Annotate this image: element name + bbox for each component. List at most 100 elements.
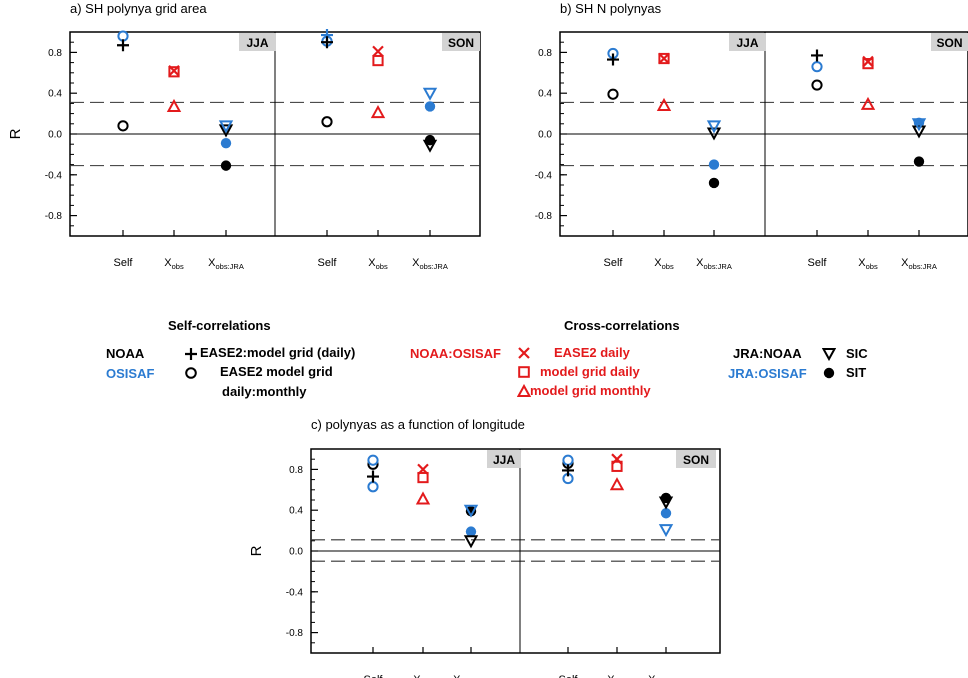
marker-cross-model-monthly	[166, 98, 182, 112]
y-tick-label: -0.8	[286, 628, 304, 639]
y-tick-label: 0.8	[48, 48, 62, 59]
season-label: SON	[448, 36, 474, 50]
x-tick-label: Self	[808, 257, 828, 269]
x-tick-label: Xobs:JRA	[412, 257, 448, 271]
y-tick-label: 0.4	[289, 506, 303, 517]
y-tick-label: 0.0	[289, 547, 303, 558]
marker-self-ease2-osisaf	[367, 481, 379, 493]
marker-sit-noaa	[708, 177, 720, 189]
marker-cross-ease2-daily	[862, 55, 874, 68]
marker-sic-noaa	[218, 124, 234, 138]
y-tick-label: 0.0	[48, 130, 62, 141]
y-tick-label: 0.4	[538, 89, 552, 100]
x-tick-label: Xobs	[654, 257, 674, 271]
marker-self-ease2-noaa	[321, 36, 333, 49]
y-tick-label: -0.4	[45, 170, 63, 181]
y-tick-label: 0.8	[538, 48, 552, 59]
marker-cross-ease2-daily	[372, 45, 384, 58]
marker-sic-osisaf	[218, 120, 234, 134]
marker-cross-ease2-daily	[417, 463, 429, 476]
y-tick-label: -0.8	[45, 211, 63, 222]
marker-sic-noaa	[658, 496, 674, 510]
marker-sit-osisaf	[424, 101, 436, 112]
x-tick-label: Self	[114, 257, 134, 269]
marker-sit-noaa	[465, 506, 477, 517]
marker-sic-noaa	[463, 535, 479, 549]
marker-self-ease2-noaa	[811, 49, 823, 62]
x-tick-label: Xobs	[368, 257, 388, 271]
marker-sic-osisaf	[422, 87, 438, 101]
x-tick-label: Xobs	[164, 257, 184, 271]
marker-cross-model-monthly	[656, 97, 672, 111]
marker-sit-osisaf	[708, 159, 720, 170]
marker-cross-model-monthly	[609, 477, 625, 491]
y-tick-label: 0.4	[48, 89, 62, 100]
x-tick-label: Xobs:JRA	[648, 674, 684, 678]
marker-cross-ease2-daily	[611, 453, 623, 465]
marker-self-monthly-noaa	[321, 116, 333, 128]
marker-cross-model-daily	[168, 66, 180, 78]
marker-cross-model-daily	[862, 58, 874, 70]
marker-sic-osisaf	[463, 504, 479, 518]
marker-cross-model-monthly	[860, 96, 876, 110]
marker-sit-noaa	[220, 160, 232, 171]
marker-cross-ease2-daily	[168, 64, 180, 77]
y-axis-label: R	[7, 128, 24, 139]
x-tick-label: Xobs:JRA	[453, 674, 489, 678]
season-label: SON	[936, 36, 962, 50]
marker-sic-osisaf	[706, 120, 722, 134]
marker-cross-model-daily	[372, 54, 384, 67]
chart-panel-2: b) SH N polynyas 0.8 0.4 0.0 -0.4 -0.8 Self Xob…	[535, 1, 968, 271]
marker-cross-model-monthly	[370, 105, 386, 119]
season-label: JJA	[493, 453, 515, 467]
x-tick-label: Self	[364, 674, 384, 678]
season-label-box	[442, 33, 480, 51]
y-tick-label: -0.4	[535, 170, 553, 181]
x-tick-label: Xobs:JRA	[901, 257, 937, 271]
marker-cross-model-daily	[658, 52, 670, 65]
x-tick-label: Xobs:JRA	[696, 257, 732, 271]
marker-cross-model-daily	[611, 460, 623, 472]
y-tick-label: -0.8	[535, 211, 553, 222]
marker-self-ease2-noaa	[562, 464, 574, 477]
marker-sit-osisaf	[660, 508, 672, 519]
season-label-box	[487, 450, 521, 468]
chart-panel-1: a) SH polynya grid area 0.8 0.4 0.0 -0.4 -0.8…	[7, 1, 481, 271]
marker-sic-noaa	[422, 139, 438, 153]
season-label-box	[239, 33, 276, 51]
x-tick-label: Self	[559, 674, 579, 678]
panel-title: a) SH polynya grid area	[70, 1, 207, 16]
season-label-box	[676, 450, 716, 468]
chart-panel-3: c) polynyas as a function of longitude 0.…	[248, 417, 721, 678]
marker-cross-model-daily	[417, 471, 429, 484]
marker-cross-model-monthly	[415, 491, 431, 505]
x-tick-label: Self	[318, 257, 338, 269]
marker-sit-osisaf	[220, 137, 232, 149]
x-tick-label: Xobs	[607, 674, 627, 678]
x-tick-label: Xobs	[413, 674, 433, 678]
y-tick-label: 0.0	[538, 130, 552, 141]
marker-self-monthly-osisaf	[367, 454, 379, 466]
season-label: JJA	[246, 36, 268, 50]
y-tick-label: 0.8	[289, 465, 303, 476]
panel-title: b) SH N polynyas	[560, 1, 662, 16]
marker-sit-osisaf	[465, 526, 477, 537]
marker-sic-osisaf	[658, 524, 674, 538]
season-label-box	[931, 33, 968, 51]
y-axis-label: R	[248, 545, 265, 556]
marker-sic-osisaf	[911, 118, 927, 132]
y-tick-label: -0.4	[286, 587, 304, 598]
season-label: JJA	[736, 36, 758, 50]
marker-self-ease2-noaa	[607, 53, 619, 66]
marker-self-ease2-osisaf	[811, 61, 823, 73]
marker-sic-noaa	[911, 125, 927, 139]
marker-self-ease2-noaa	[117, 39, 129, 52]
marker-self-monthly-noaa	[607, 88, 619, 100]
panel-title: c) polynyas as a function of longitude	[311, 417, 525, 432]
marker-self-ease2-noaa	[367, 470, 379, 483]
x-tick-label: Self	[604, 257, 624, 269]
season-label-box	[729, 33, 766, 51]
marker-self-monthly-noaa	[117, 120, 129, 132]
marker-cross-ease2-daily	[658, 52, 670, 65]
